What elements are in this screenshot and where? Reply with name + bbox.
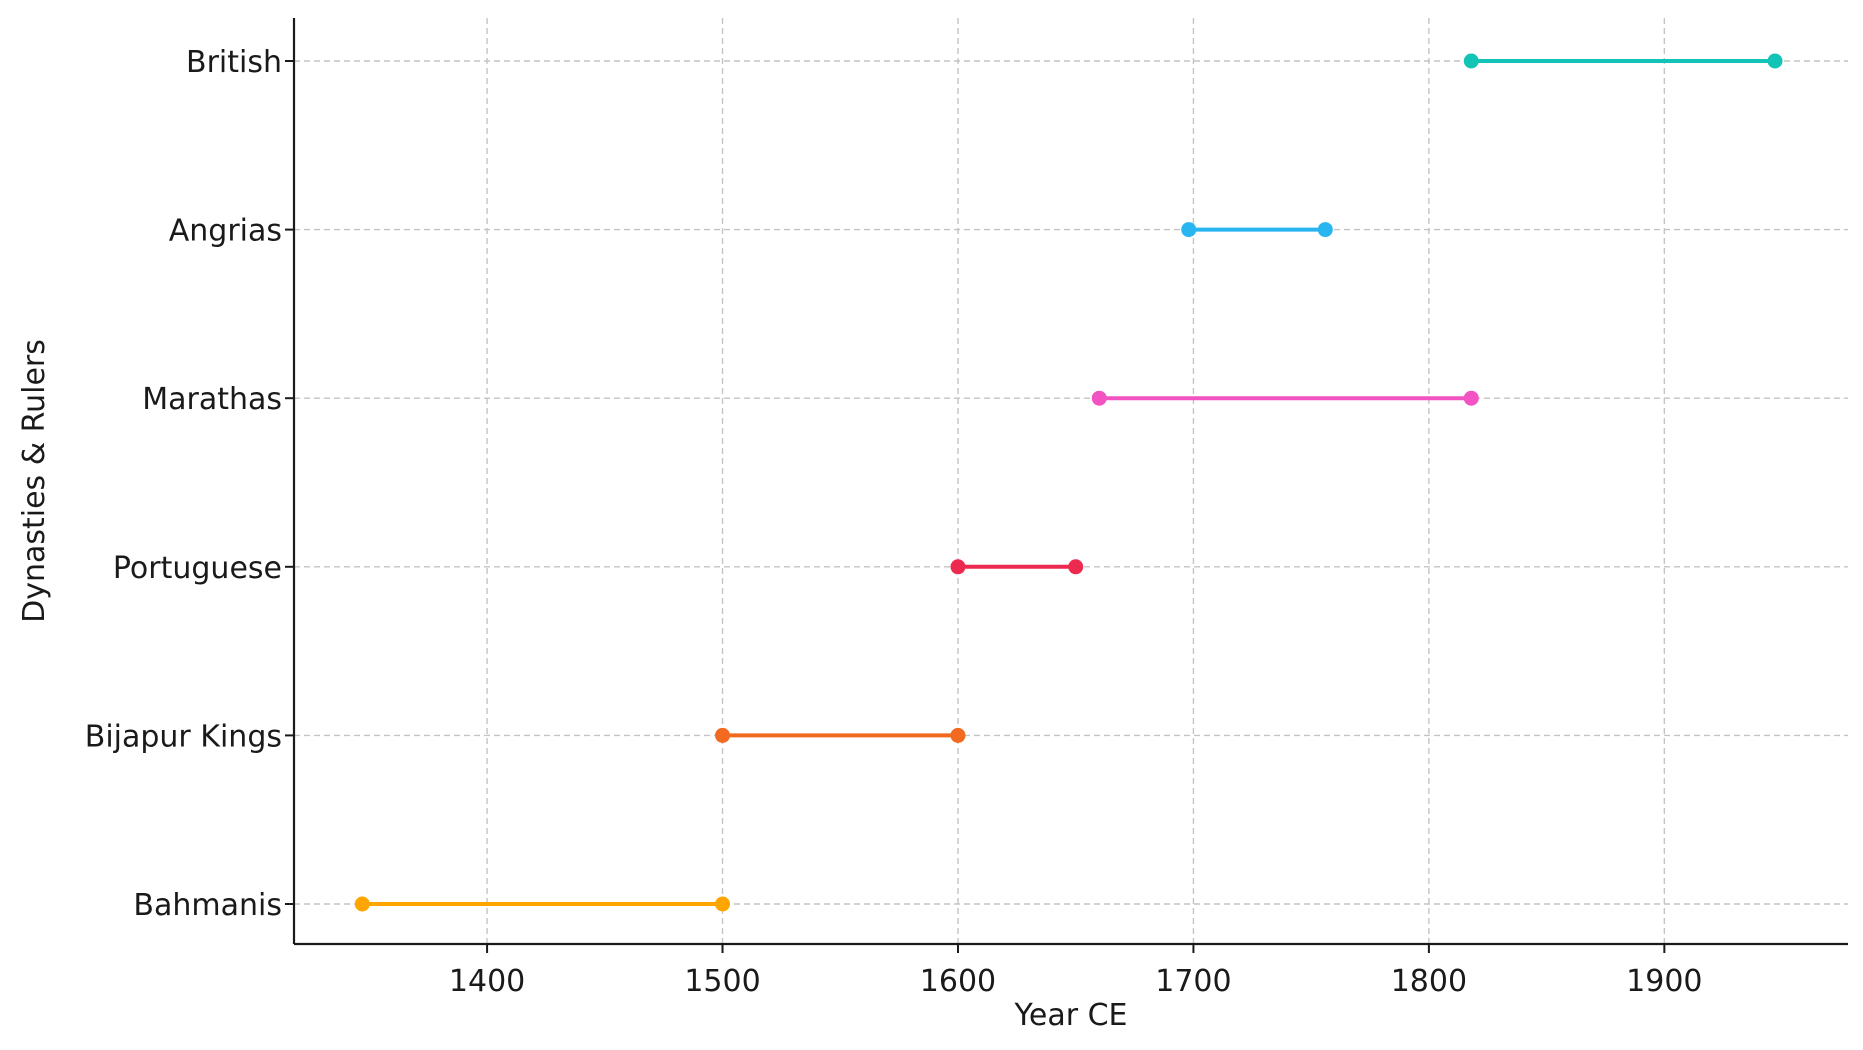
- x-tick-label: 1600: [920, 964, 996, 999]
- x-tick-label: 1800: [1391, 964, 1467, 999]
- x-axis-title: Year CE: [1014, 998, 1128, 1033]
- y-tick-label: Portuguese: [113, 551, 282, 586]
- y-tick-label: Angrias: [169, 214, 282, 249]
- grid: [294, 18, 1848, 944]
- x-tick-label: 1700: [1155, 964, 1231, 999]
- end-point: [1463, 390, 1479, 406]
- y-axis-title: Dynasties & Rulers: [17, 339, 52, 623]
- end-point: [1767, 53, 1783, 69]
- ticks: 1400 1500 1600 1700 1800 1900 Bahmanis Bijapur …: [85, 45, 1703, 999]
- series-portuguese: [950, 559, 1084, 575]
- series: [354, 53, 1783, 912]
- series-marathas: [1091, 390, 1479, 406]
- y-tick-label: Marathas: [142, 382, 282, 417]
- x-tick-label: 1400: [449, 964, 525, 999]
- end-point: [950, 727, 966, 743]
- series-british: [1463, 53, 1783, 69]
- y-tick-label: British: [186, 45, 282, 80]
- start-point: [715, 727, 731, 743]
- end-point: [715, 896, 731, 912]
- start-point: [950, 559, 966, 575]
- start-point: [354, 896, 370, 912]
- x-tick-label: 1500: [684, 964, 760, 999]
- x-tick-label: 1900: [1626, 964, 1702, 999]
- axes: [292, 18, 1848, 946]
- start-point: [1463, 53, 1479, 69]
- series-angrias: [1181, 222, 1333, 238]
- end-point: [1317, 222, 1333, 238]
- start-point: [1181, 222, 1197, 238]
- series-bijapur-kings: [715, 727, 966, 743]
- y-tick-label: Bijapur Kings: [85, 719, 282, 754]
- end-point: [1068, 559, 1084, 575]
- y-tick-label: Bahmanis: [133, 888, 282, 923]
- series-bahmanis: [354, 896, 731, 912]
- start-point: [1091, 390, 1107, 406]
